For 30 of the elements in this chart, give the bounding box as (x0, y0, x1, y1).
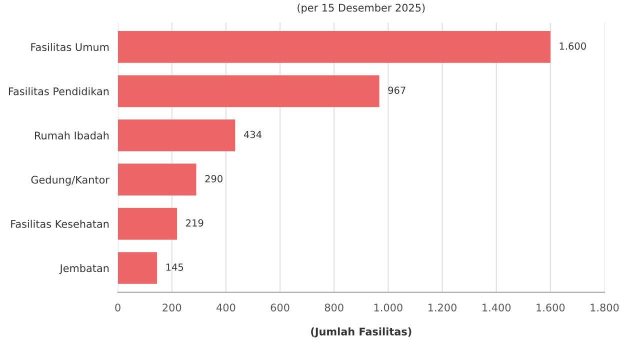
bar (118, 164, 196, 196)
x-tick-label: 400 (216, 304, 236, 312)
data-label: 145 (166, 264, 184, 271)
data-label: 967 (388, 86, 406, 94)
y-tick-label: Fasilitas Umum (31, 42, 109, 52)
y-tick-label: Jembatan (59, 264, 109, 274)
bar (118, 208, 178, 240)
data-label: 434 (244, 130, 262, 138)
y-tick-label: Rumah Ibadah (35, 131, 109, 140)
bar (118, 119, 236, 152)
y-tick-label: Fasilitas Kesehatan (11, 220, 109, 228)
x-tick-label: 0 (115, 304, 120, 312)
x-tick-label: 1.400 (482, 304, 511, 312)
y-tick-label: Fasilitas Pendidikan (8, 87, 109, 96)
bar (118, 31, 550, 63)
x-tick-label: 1.000 (374, 304, 402, 312)
x-tick-label: 200 (162, 304, 182, 312)
bar (118, 252, 158, 284)
x-tick-label: 1.800 (590, 304, 619, 312)
data-label: 219 (186, 219, 204, 227)
chart-title: (per 15 Desember 2025) (298, 4, 425, 14)
data-label: 290 (205, 175, 222, 182)
x-tick-label: 600 (270, 304, 290, 312)
x-tick-label: 800 (324, 304, 344, 312)
data-label: 1.600 (560, 42, 586, 50)
x-tick-label: 1.600 (536, 304, 565, 312)
y-tick-label: Gedung/Kantor (31, 176, 110, 186)
x-axis-title: (Jumlah Fasilitas) (311, 327, 412, 338)
bar (118, 75, 380, 108)
x-tick-label: 1.200 (428, 304, 456, 312)
